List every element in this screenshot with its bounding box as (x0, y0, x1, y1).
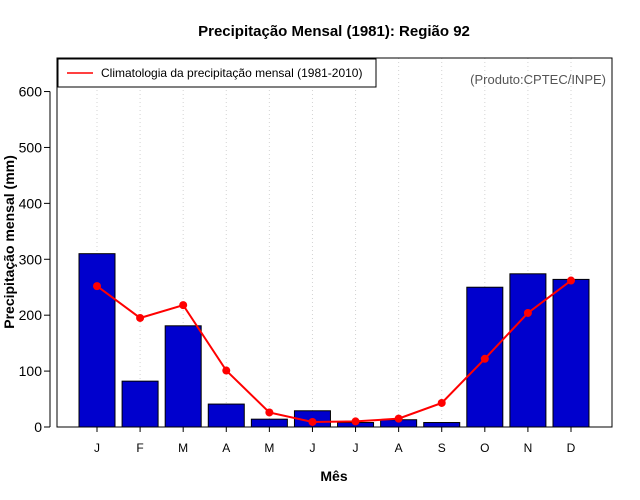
bar (78, 253, 116, 428)
y-axis-title: Precipitação mensal (mm) (1, 155, 17, 329)
bar (509, 273, 547, 428)
y-axis: 0 100 200 300 400 500 600 (19, 84, 51, 435)
bar (207, 403, 245, 428)
y-tick-label: 500 (19, 139, 43, 155)
climatology-point (179, 301, 188, 310)
credit-text: (Produto:CPTEC/INPE) (470, 72, 606, 87)
x-tick-label: J (94, 441, 100, 455)
x-tick-label: J (309, 441, 315, 455)
bar (121, 380, 159, 428)
y-tick-label: 300 (19, 251, 43, 267)
x-tick-label: S (438, 441, 446, 455)
climatology-point (351, 417, 360, 426)
x-tick-label: O (480, 441, 489, 455)
climatology-point (93, 282, 101, 291)
y-tick-label: 0 (34, 419, 42, 435)
climatology-point (480, 354, 489, 363)
x-tick-label: A (395, 441, 403, 455)
chart-title: Precipitação Mensal (1981): Região 92 (198, 23, 470, 40)
x-tick-label: M (264, 441, 274, 455)
y-tick-label: 600 (19, 84, 43, 100)
legend: Climatologia da precipitação mensal (198… (57, 58, 377, 88)
legend-box (57, 58, 377, 88)
plot-frame (56, 57, 613, 428)
climatology-point (308, 417, 317, 426)
grid-lines (96, 58, 572, 427)
climatology-line-series (93, 276, 575, 426)
climatology-point (136, 313, 145, 322)
climatology-point (265, 408, 274, 417)
climatology-point (394, 414, 403, 423)
y-tick-label: 200 (19, 307, 43, 323)
legend-label: Climatologia da precipitação mensal (198… (101, 66, 362, 80)
x-tick-label: A (222, 441, 230, 455)
climatology-line (96, 279, 572, 423)
bar (552, 278, 590, 428)
x-tick-label: J (353, 441, 359, 455)
climatology-point (567, 276, 575, 285)
y-tick-label: 400 (19, 195, 43, 211)
y-tick-label: 100 (19, 363, 43, 379)
climatology-point (222, 366, 231, 375)
x-tick-label: F (136, 441, 143, 455)
bar (423, 422, 461, 428)
bar-series (78, 253, 590, 428)
climatology-point (437, 398, 446, 407)
bar (164, 325, 202, 428)
bar (250, 418, 288, 428)
x-tick-label: D (567, 441, 576, 455)
x-tick-label: M (178, 441, 188, 455)
climatology-point (523, 308, 532, 317)
x-axis-title: Mês (320, 468, 347, 484)
x-tick-label: N (524, 441, 533, 455)
